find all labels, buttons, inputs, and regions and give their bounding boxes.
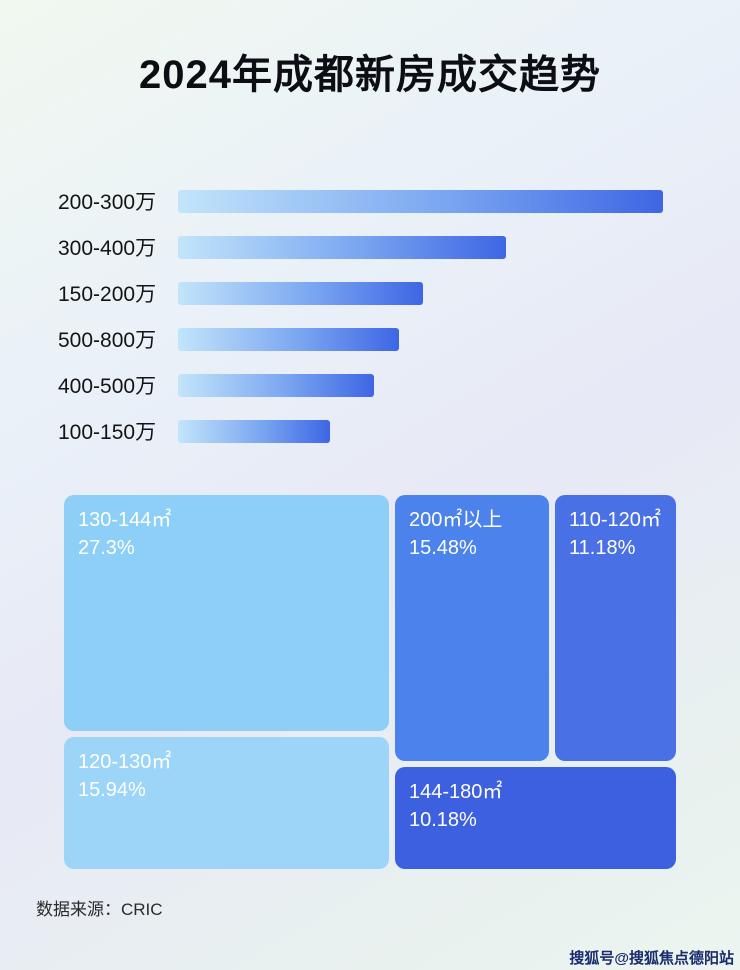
bar-row: 400-500万 bbox=[58, 362, 688, 408]
treemap-block-label: 130-144㎡ bbox=[78, 509, 172, 531]
bar-row: 100-150万 bbox=[58, 408, 688, 454]
treemap-block-144-180: 144-180㎡ 10.18% bbox=[395, 767, 676, 869]
bar-label: 500-800万 bbox=[58, 329, 157, 352]
bar bbox=[178, 189, 664, 213]
treemap-block-pct: 27.3% bbox=[78, 537, 135, 559]
bar bbox=[178, 419, 330, 443]
treemap-block-label: 120-130㎡ bbox=[78, 751, 172, 773]
data-source-label: 数据来源：CRIC bbox=[36, 900, 163, 919]
bar-label: 300-400万 bbox=[58, 237, 157, 260]
page-title: 2024年成都新房成交趋势 bbox=[139, 53, 601, 97]
treemap-block-130-144: 130-144㎡ 27.3% bbox=[64, 495, 389, 731]
bar-track bbox=[178, 373, 668, 397]
bar-row: 200-300万 bbox=[58, 178, 688, 224]
bar bbox=[178, 327, 399, 351]
bar-track bbox=[178, 419, 668, 443]
treemap-block-label: 200㎡以上 bbox=[409, 509, 503, 531]
treemap-block-pct: 15.48% bbox=[409, 537, 477, 559]
bar-track bbox=[178, 281, 668, 305]
bar-track bbox=[178, 327, 668, 351]
treemap-block-pct: 10.18% bbox=[409, 809, 477, 831]
treemap-block-label: 144-180㎡ bbox=[409, 781, 503, 803]
bar-label: 100-150万 bbox=[58, 421, 157, 444]
bar-chart: 200-300万 300-400万 150-200万 500-800万 400-… bbox=[58, 178, 688, 454]
treemap: 130-144㎡ 27.3% 120-130㎡ 15.94% 200㎡以上 15… bbox=[64, 495, 676, 871]
bar-row: 150-200万 bbox=[58, 270, 688, 316]
bar bbox=[178, 281, 423, 305]
bar-track bbox=[178, 235, 668, 259]
watermark: 搜狐号@搜狐焦点德阳站 bbox=[569, 950, 734, 967]
treemap-block-pct: 15.94% bbox=[78, 779, 146, 801]
treemap-block-120-130: 120-130㎡ 15.94% bbox=[64, 737, 389, 869]
bar bbox=[178, 235, 507, 259]
treemap-block-label: 110-120㎡ bbox=[569, 509, 661, 531]
treemap-block-pct: 11.18% bbox=[569, 537, 636, 559]
bar-label: 400-500万 bbox=[58, 375, 157, 398]
bar-track bbox=[178, 189, 668, 213]
bar bbox=[178, 373, 374, 397]
bar-label: 150-200万 bbox=[58, 283, 157, 306]
bar-row: 500-800万 bbox=[58, 316, 688, 362]
treemap-block-110-120: 110-120㎡ 11.18% bbox=[555, 495, 676, 761]
bar-row: 300-400万 bbox=[58, 224, 688, 270]
bar-label: 200-300万 bbox=[58, 191, 157, 214]
treemap-block-200-plus: 200㎡以上 15.48% bbox=[395, 495, 549, 761]
